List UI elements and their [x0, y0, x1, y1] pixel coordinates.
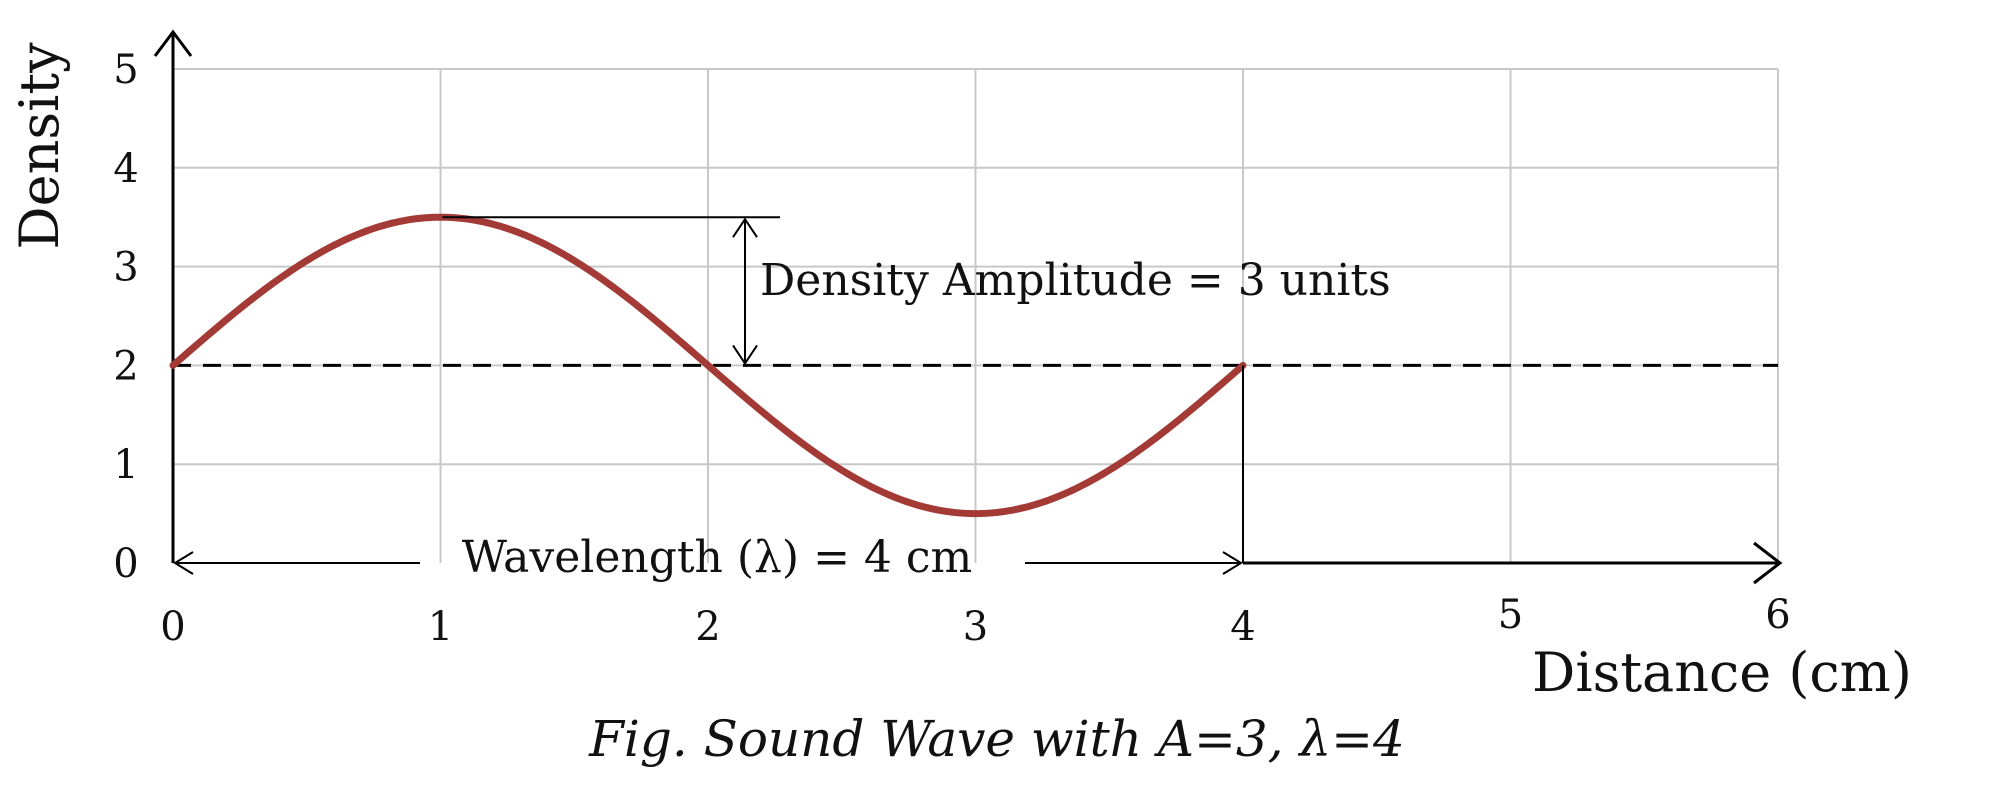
axes — [153, 29, 1783, 585]
amplitude-label: Density Amplitude = 3 units — [760, 255, 1391, 306]
data-point-2 — [439, 215, 443, 219]
x-axis-title: Distance (cm) — [1532, 641, 1912, 704]
x-tick-label-0: 0 — [160, 604, 185, 650]
wavelength-arrowhead-left — [173, 551, 194, 575]
amplitude-arrowhead-top — [732, 217, 758, 238]
data-point-6 — [974, 512, 978, 516]
x-tick-label-2: 2 — [695, 604, 720, 650]
data-point-4 — [706, 363, 710, 367]
y-tick-label-4: 4 — [113, 146, 138, 192]
data-point-3 — [572, 259, 576, 263]
annotations — [173, 216, 1244, 575]
x-tick-label-1: 1 — [428, 604, 453, 650]
wavelength-arrowhead-right — [1222, 551, 1243, 575]
x-tick-label-6: 6 — [1765, 592, 1790, 638]
data-point-5 — [840, 468, 844, 472]
y-tick-label-3: 3 — [113, 245, 138, 291]
x-tick-label-5: 5 — [1498, 592, 1523, 638]
tick-labels: 0 1 2 3 4 5 0 1 2 3 4 5 6 — [113, 47, 1790, 650]
data-point-7 — [1107, 468, 1111, 472]
x-tick-label-4: 4 — [1230, 604, 1255, 650]
grid — [173, 68, 1779, 563]
wavelength-label: Wavelength (λ) = 4 cm — [462, 532, 973, 583]
data-point-0 — [171, 363, 175, 367]
y-tick-label-1: 1 — [113, 442, 138, 488]
y-tick-label-5: 5 — [113, 47, 138, 93]
series-layer — [169, 213, 1778, 518]
y-axis-arrowhead — [153, 29, 193, 57]
x-axis-arrowhead — [1753, 541, 1783, 585]
y-tick-label-2: 2 — [113, 343, 138, 389]
amplitude-arrowhead-bottom — [732, 344, 758, 366]
figure-caption: Fig. Sound Wave with A=3, λ=4 — [588, 710, 1405, 768]
density-wave-curve — [169, 213, 1247, 518]
x-tick-label-3: 3 — [963, 604, 988, 650]
data-point-1 — [305, 259, 309, 263]
y-axis-title: Density — [8, 42, 71, 250]
y-tick-label-0: 0 — [113, 541, 138, 587]
